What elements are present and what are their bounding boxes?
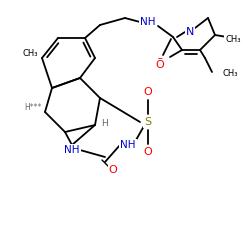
Text: O: O — [156, 60, 164, 70]
Text: N: N — [186, 27, 194, 37]
Text: O: O — [108, 165, 118, 175]
Text: O: O — [144, 87, 152, 97]
Text: NH: NH — [120, 140, 136, 150]
Text: O: O — [144, 147, 152, 157]
Text: NH: NH — [140, 17, 156, 27]
Text: CH₃: CH₃ — [22, 48, 38, 58]
Text: H: H — [102, 118, 108, 128]
Text: CH₃: CH₃ — [225, 36, 241, 44]
Text: O: O — [156, 58, 164, 68]
Text: H***: H*** — [24, 102, 42, 112]
Text: NH: NH — [64, 145, 80, 155]
Text: CH₃: CH₃ — [222, 70, 238, 78]
Text: S: S — [144, 117, 152, 127]
